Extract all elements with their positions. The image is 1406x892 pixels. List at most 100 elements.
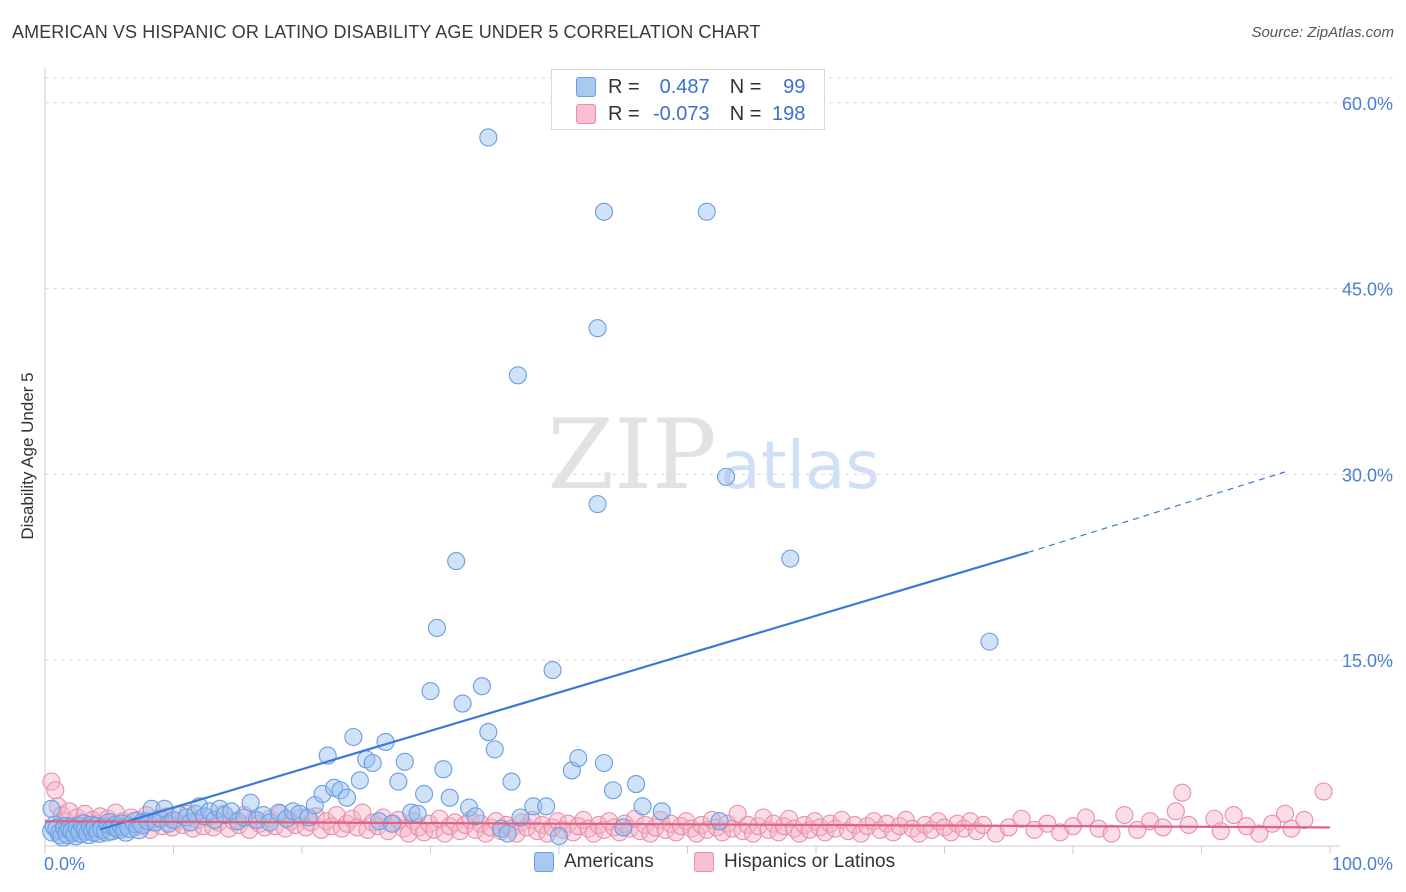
americans-point — [603, 781, 623, 800]
americans-point — [588, 495, 607, 514]
watermark-zip: ZIP — [547, 399, 716, 511]
hispanics-point — [584, 824, 603, 843]
americans-point — [472, 677, 491, 696]
hispanics-point — [425, 820, 444, 839]
americans-point — [389, 772, 408, 791]
legend-r-value-hispanics: -0.073 — [652, 102, 710, 125]
watermark-atlas: atlas — [720, 427, 880, 504]
hispanics-point — [1295, 810, 1314, 830]
americans-point — [716, 467, 736, 486]
americans-point — [508, 366, 527, 385]
americans-point — [588, 319, 607, 338]
americans-point — [980, 632, 999, 651]
americans-point — [633, 797, 652, 816]
y-tick-label: 60.0% — [1342, 94, 1393, 114]
americans-point — [205, 810, 224, 830]
trend-lines — [44, 471, 1331, 831]
legend-n-label: N = — [729, 75, 762, 98]
hispanics-point — [821, 814, 840, 833]
bottom-legend-swatch-americans — [534, 852, 554, 872]
americans-point — [524, 797, 543, 816]
americans-point — [498, 824, 517, 843]
americans-point — [511, 808, 530, 827]
hispanics-point — [1038, 814, 1057, 833]
americans-point — [427, 618, 446, 638]
hispanics-point — [1282, 819, 1301, 838]
americans-point — [421, 682, 440, 701]
hispanics-point — [999, 818, 1018, 837]
americans-point — [344, 727, 363, 747]
americans-point — [537, 797, 556, 816]
americans-point — [195, 807, 214, 826]
series-americans-points — [42, 128, 999, 847]
americans-point — [408, 804, 427, 823]
americans-point — [331, 781, 350, 800]
hispanics-point — [1173, 783, 1192, 802]
hispanics-point — [42, 772, 61, 791]
americans-point — [254, 805, 273, 825]
americans-point — [42, 799, 61, 818]
y-axis-label: Disability Age Under 5 — [18, 372, 37, 539]
hispanics-point — [1102, 824, 1121, 843]
legend-swatch-americans — [576, 77, 596, 97]
americans-trendline — [99, 551, 1029, 831]
hispanics-point — [1211, 822, 1230, 841]
americans-point — [337, 788, 357, 807]
x-tick-label-min: 0.0% — [44, 854, 85, 874]
americans-point — [479, 128, 498, 147]
source-label: Source: ZipAtlas.com — [1251, 24, 1394, 41]
americans-point — [781, 549, 800, 568]
x-axis-ticks: 0.0% 100.0% — [44, 854, 1393, 874]
legend-r-label: R = — [608, 75, 640, 98]
legend-n-value-americans: 99 — [783, 75, 806, 98]
bottom-legend-hispanics[interactable]: Hispanics or Latinos — [694, 851, 895, 873]
americans-trendline-extension — [1027, 471, 1286, 553]
x-tick-label-max: 100.0% — [1332, 854, 1393, 874]
americans-point — [241, 793, 260, 812]
hispanics-point — [1012, 809, 1031, 828]
hispanics-point — [779, 809, 799, 828]
americans-point — [440, 788, 459, 807]
hispanics-point — [394, 819, 413, 838]
americans-point — [350, 771, 369, 790]
legend-row-hispanics: R = -0.073 N = 198 — [576, 102, 805, 126]
hispanics-point — [1314, 782, 1333, 801]
americans-point — [594, 753, 614, 773]
chart-title: AMERICAN VS HISPANIC OR LATINO DISABILIT… — [12, 22, 761, 42]
bottom-legend-label-hispanics: Hispanics or Latinos — [724, 851, 896, 872]
americans-point — [502, 772, 521, 791]
americans-point — [447, 552, 466, 571]
correlation-legend: R = 0.487 N = 99 R = -0.073 N = 198 — [551, 69, 825, 130]
americans-point — [434, 760, 453, 779]
americans-point — [415, 784, 434, 804]
americans-point — [543, 661, 562, 680]
americans-point — [453, 694, 472, 713]
y-axis-ticks: 15.0% 30.0% 45.0% 60.0% — [1342, 94, 1393, 671]
americans-point — [627, 775, 646, 794]
americans-point — [569, 749, 588, 768]
hispanics-point — [749, 817, 768, 836]
bottom-legend-americans[interactable]: Americans — [534, 851, 654, 873]
hispanics-point — [810, 818, 829, 837]
hispanics-point — [317, 812, 336, 831]
bottom-legend-label-americans: Americans — [564, 851, 654, 872]
americans-point — [549, 827, 569, 846]
americans-point — [313, 784, 332, 804]
legend-n-label: N = — [729, 102, 762, 125]
americans-point — [710, 812, 729, 831]
legend-n-value-hispanics: 198 — [772, 102, 806, 125]
americans-point — [614, 818, 633, 837]
hispanics-point — [815, 823, 835, 842]
hispanics-point — [1115, 805, 1134, 825]
hispanics-point — [1166, 802, 1185, 821]
americans-point — [395, 752, 414, 771]
americans-point — [402, 803, 421, 822]
y-tick-label: 45.0% — [1342, 280, 1393, 300]
americans-point — [363, 753, 382, 773]
y-tick-label: 30.0% — [1342, 465, 1393, 485]
hispanics-point — [46, 781, 65, 800]
americans-point — [697, 202, 716, 221]
hispanics-point — [1179, 815, 1198, 834]
hispanics-trendline — [44, 820, 1331, 829]
